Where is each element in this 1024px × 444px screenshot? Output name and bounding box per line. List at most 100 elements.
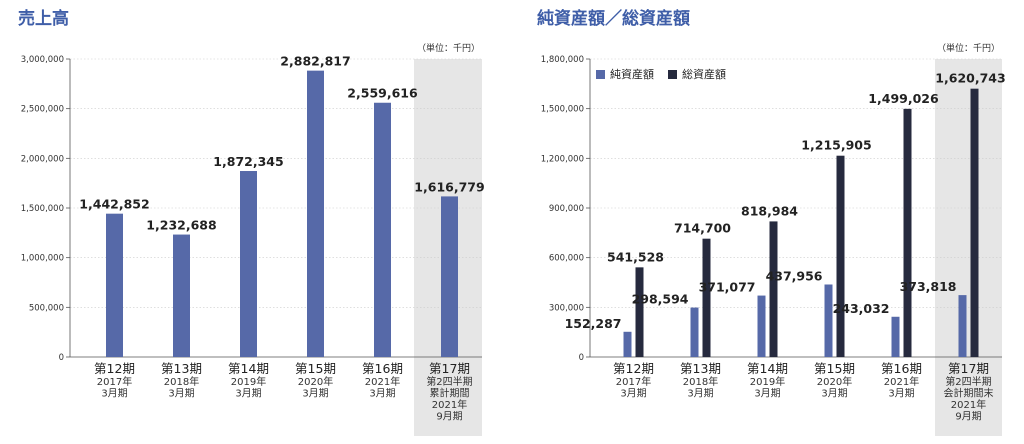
x-tick-sublabel: 3月期 xyxy=(754,388,780,400)
bar xyxy=(635,267,644,357)
x-tick-sublabel: 2018年 xyxy=(683,375,718,388)
x-tick-label: 第14期 xyxy=(747,361,788,376)
bar xyxy=(374,102,391,357)
bar xyxy=(757,295,766,357)
x-tick-sublabel: 2020年 xyxy=(817,375,852,388)
bar xyxy=(240,171,257,357)
data-label: 437,956 xyxy=(766,268,823,283)
x-tick-sublabel: 第2四半期 xyxy=(426,375,472,388)
bar xyxy=(702,238,711,357)
x-tick-sublabel: 2021年 xyxy=(884,375,919,388)
data-label: 243,032 xyxy=(833,301,890,316)
y-tick-label: 500,000 xyxy=(29,303,64,313)
data-label: 818,984 xyxy=(741,203,798,218)
current-period-highlight xyxy=(935,59,1002,436)
legend-label: 純資産額 xyxy=(610,68,654,81)
y-tick-label: 1,500,000 xyxy=(21,204,64,214)
data-label: 1,616,779 xyxy=(414,179,484,194)
data-label: 373,818 xyxy=(900,279,957,294)
y-tick-label: 1,500,000 xyxy=(541,105,584,115)
y-tick-label: 300,000 xyxy=(549,303,584,313)
x-tick-label: 第14期 xyxy=(228,361,269,376)
data-label: 1,232,688 xyxy=(146,218,216,233)
x-tick-sublabel: 第2四半期 xyxy=(945,375,991,388)
x-tick-sublabel: 2017年 xyxy=(616,375,651,388)
x-tick-label: 第16期 xyxy=(881,361,922,376)
unit-label: （単位：千円） xyxy=(417,42,480,54)
bar xyxy=(623,331,632,357)
x-tick-label: 第17期 xyxy=(429,361,470,376)
bar xyxy=(690,307,699,357)
chart-title: 純資産額／総資産額 xyxy=(537,8,690,29)
data-label: 1,620,743 xyxy=(935,71,1005,86)
bar xyxy=(836,155,845,357)
data-label: 298,594 xyxy=(632,292,689,307)
data-label: 1,499,026 xyxy=(868,91,939,106)
data-label: 152,287 xyxy=(565,316,622,331)
legend-swatch xyxy=(596,70,605,79)
data-label: 2,559,616 xyxy=(347,86,418,101)
y-tick-label: 0 xyxy=(59,353,64,363)
x-tick-sublabel: 9月期 xyxy=(955,411,981,423)
x-tick-sublabel: 2020年 xyxy=(298,375,333,388)
x-tick-sublabel: 2021年 xyxy=(365,375,400,388)
bar xyxy=(441,196,458,357)
x-tick-sublabel: 3月期 xyxy=(168,388,194,400)
bar xyxy=(824,284,833,357)
bar xyxy=(903,108,912,358)
assets-chart: 純資産額／総資産額 （単位：千円） 0 300,000 600,000 900,000 1,… xyxy=(537,8,1006,436)
x-tick-label: 第17期 xyxy=(948,361,989,376)
bar xyxy=(106,213,123,357)
data-label: 714,700 xyxy=(674,221,731,236)
x-tick-label: 第15期 xyxy=(814,361,855,376)
x-tick-sublabel: 2019年 xyxy=(231,375,266,388)
x-tick-sublabel: 3月期 xyxy=(235,388,261,400)
x-tick-sublabel: 3月期 xyxy=(101,388,127,400)
x-tick-label: 第13期 xyxy=(161,361,202,376)
y-tick-label: 900,000 xyxy=(549,204,584,214)
x-tick-sublabel: 3月期 xyxy=(302,388,328,400)
x-tick-label: 第13期 xyxy=(680,361,721,376)
bar xyxy=(891,316,900,357)
x-tick-sublabel: 3月期 xyxy=(369,388,395,400)
data-label: 541,528 xyxy=(607,249,664,264)
x-tick-label: 第16期 xyxy=(362,361,403,376)
bar xyxy=(307,70,324,358)
x-tick-sublabel: 9月期 xyxy=(436,411,462,423)
y-tick-label: 2,500,000 xyxy=(21,105,64,115)
x-tick-label: 第15期 xyxy=(295,361,336,376)
bar xyxy=(970,88,979,357)
y-tick-label: 1,000,000 xyxy=(21,254,64,264)
x-tick-sublabel: 2021年 xyxy=(432,398,467,411)
x-tick-sublabel: 3月期 xyxy=(888,388,914,400)
x-tick-sublabel: 会計期間末 xyxy=(944,387,994,400)
unit-label: （単位：千円） xyxy=(937,42,1000,54)
y-tick-label: 1,800,000 xyxy=(541,55,584,65)
x-tick-label: 第12期 xyxy=(94,361,135,376)
bar xyxy=(173,234,190,357)
x-tick-sublabel: 3月期 xyxy=(620,388,646,400)
x-tick-sublabel: 2018年 xyxy=(164,375,199,388)
y-tick-label: 1,200,000 xyxy=(541,154,584,164)
x-tick-sublabel: 2017年 xyxy=(97,375,132,388)
data-label: 1,872,345 xyxy=(213,154,283,169)
legend-swatch xyxy=(668,70,677,79)
x-tick-label: 第12期 xyxy=(613,361,654,376)
data-label: 2,882,817 xyxy=(280,54,350,69)
sales-chart: 売上高 （単位：千円） 0 500,000 1,000,000 1,500,000 2,00… xyxy=(18,8,485,436)
x-tick-sublabel: 3月期 xyxy=(687,388,713,400)
y-tick-label: 600,000 xyxy=(549,254,584,264)
y-tick-label: 0 xyxy=(579,353,584,363)
y-tick-label: 2,000,000 xyxy=(21,154,64,164)
bar xyxy=(958,295,967,357)
legend-label: 総資産額 xyxy=(682,67,726,81)
y-tick-label: 3,000,000 xyxy=(21,55,64,65)
chart-title: 売上高 xyxy=(18,8,69,29)
bar xyxy=(769,221,778,357)
data-label: 1,442,852 xyxy=(79,197,149,212)
data-label: 1,215,905 xyxy=(801,138,871,153)
x-tick-sublabel: 2019年 xyxy=(750,375,785,388)
x-tick-sublabel: 累計期間 xyxy=(430,387,470,400)
data-label: 371,077 xyxy=(699,280,756,295)
